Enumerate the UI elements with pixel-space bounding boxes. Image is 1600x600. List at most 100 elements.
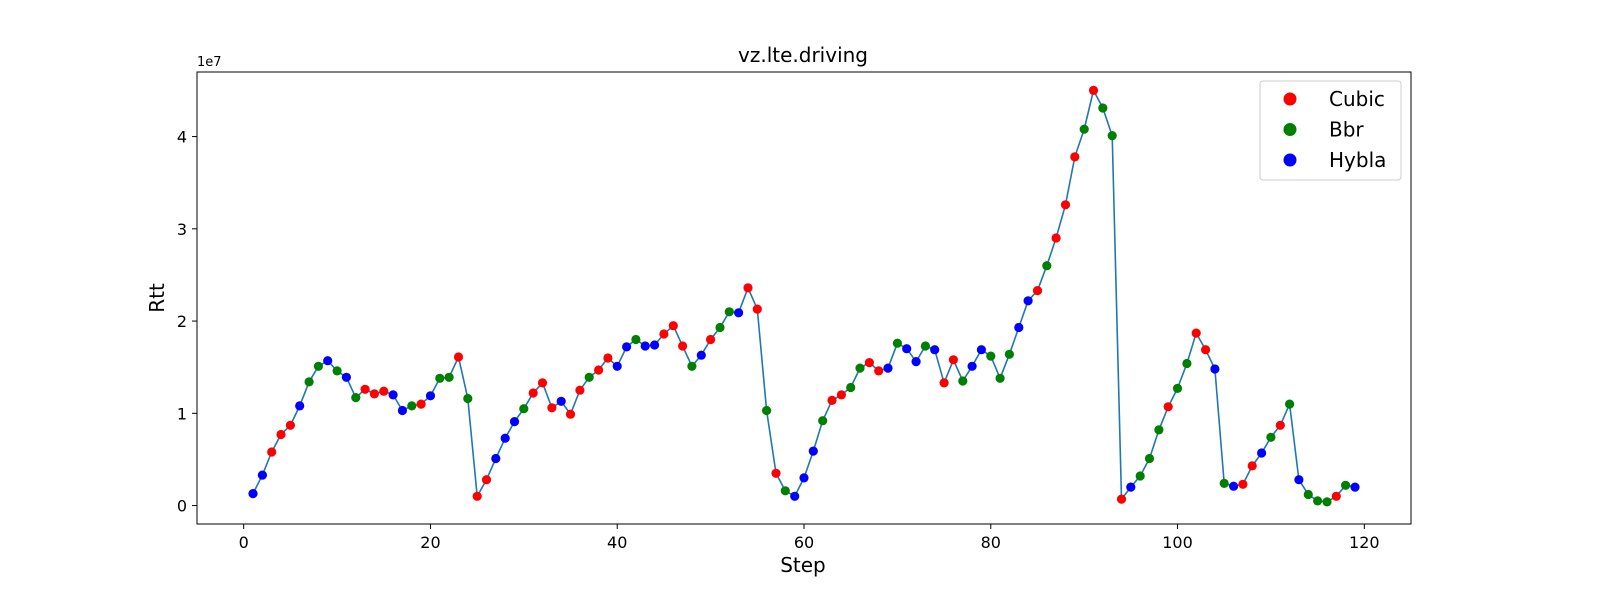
data-point-bbr [332,366,342,376]
data-point-hybla [248,489,258,499]
data-point-hybla [1014,322,1024,333]
data-point-cubic [706,334,716,345]
data-point-hybla [930,345,940,355]
data-point-bbr [892,338,903,348]
data-point-hybla [808,446,818,456]
data-point-cubic [771,468,781,478]
data-points [248,85,1360,507]
data-point-cubic [1051,233,1061,243]
data-point-hybla [734,308,744,318]
y-axis-ticks: 0 1 2 3 4 [177,128,197,516]
data-point-hybla [388,390,398,400]
data-point-cubic [285,420,295,430]
data-point-bbr [313,361,323,371]
data-point-hybla [1350,482,1360,492]
data-point-bbr [1144,453,1155,464]
data-point-cubic [276,429,286,440]
data-point-hybla [911,357,921,367]
x-tick-label: 20 [420,533,440,552]
data-point-hybla [622,342,632,352]
data-point-cubic [1088,85,1099,95]
legend-marker-cubic [1283,92,1297,106]
data-point-cubic [743,283,753,293]
data-point-cubic [1238,479,1248,489]
data-point-cubic [528,388,538,398]
data-point-cubic [948,355,959,365]
x-tick-label: 120 [1349,533,1380,552]
data-point-cubic [379,386,389,396]
x-axis-label: Step [780,553,826,577]
data-point-hybla [790,491,800,501]
data-point-cubic [752,304,762,314]
data-point-cubic [1247,461,1257,471]
data-point-hybla [883,363,893,373]
data-point-hybla [799,473,809,483]
legend-marker-hybla [1283,153,1297,167]
data-point-cubic [575,385,585,395]
x-tick-label: 40 [607,533,627,552]
data-point-bbr [995,373,1005,383]
data-point-hybla [976,345,987,355]
data-point-hybla [640,341,650,351]
data-point-cubic [565,409,576,419]
data-point-bbr [444,372,454,382]
data-point-bbr [351,393,361,403]
data-point-cubic [939,378,949,388]
data-point-bbr [724,307,734,317]
data-point-hybla [967,361,977,371]
data-point-cubic [1060,200,1071,210]
data-point-cubic [537,378,548,388]
data-point-bbr [762,405,772,416]
data-point-bbr [463,393,473,404]
data-point-cubic [453,352,464,362]
data-point-bbr [1219,478,1229,488]
data-point-hybla [1210,364,1220,374]
data-point-bbr [435,373,445,383]
data-point-bbr [958,376,968,386]
data-point-bbr [920,341,931,351]
data-point-hybla [323,356,333,366]
data-point-bbr [687,361,697,371]
y-tick-label: 4 [177,128,187,147]
y-tick-label: 0 [177,497,187,516]
legend: Cubic Bbr Hybla [1259,80,1402,181]
data-point-bbr [1107,131,1117,141]
data-point-cubic [360,384,370,394]
data-point-hybla [500,433,510,443]
data-point-cubic [1070,152,1080,162]
data-point-cubic [1116,494,1127,504]
data-point-bbr [1182,358,1192,369]
data-point-cubic [678,341,688,351]
chart-title: vz.lte.driving [738,43,868,67]
y-tick-label: 2 [177,312,187,331]
x-tick-label: 0 [239,533,249,552]
x-tick-label: 80 [981,533,1001,552]
data-point-hybla [612,361,622,371]
data-point-cubic [659,329,669,339]
data-point-hybla [696,350,706,360]
data-point-bbr [631,334,641,345]
data-point-bbr [715,322,725,333]
data-point-hybla [1294,475,1304,485]
data-point-hybla [257,470,267,480]
data-point-cubic [472,491,482,501]
data-point-cubic [1201,345,1211,355]
data-point-bbr [1341,480,1351,490]
series-line [252,88,1356,503]
data-point-bbr [1098,103,1108,113]
data-point-cubic [547,403,557,413]
data-point-hybla [1229,481,1239,491]
data-point-cubic [1163,402,1173,412]
data-point-hybla [509,417,520,427]
data-point-cubic [827,395,837,405]
y-tick-label: 1 [177,404,187,423]
data-point-bbr [818,416,828,426]
data-point-cubic [836,390,847,400]
y-tick-label: 3 [177,220,187,239]
data-point-bbr [1285,399,1295,409]
data-point-bbr [584,372,594,382]
legend-box [1259,80,1402,181]
data-point-bbr [986,351,996,361]
data-point-hybla [295,401,305,411]
data-point-cubic [603,353,613,363]
